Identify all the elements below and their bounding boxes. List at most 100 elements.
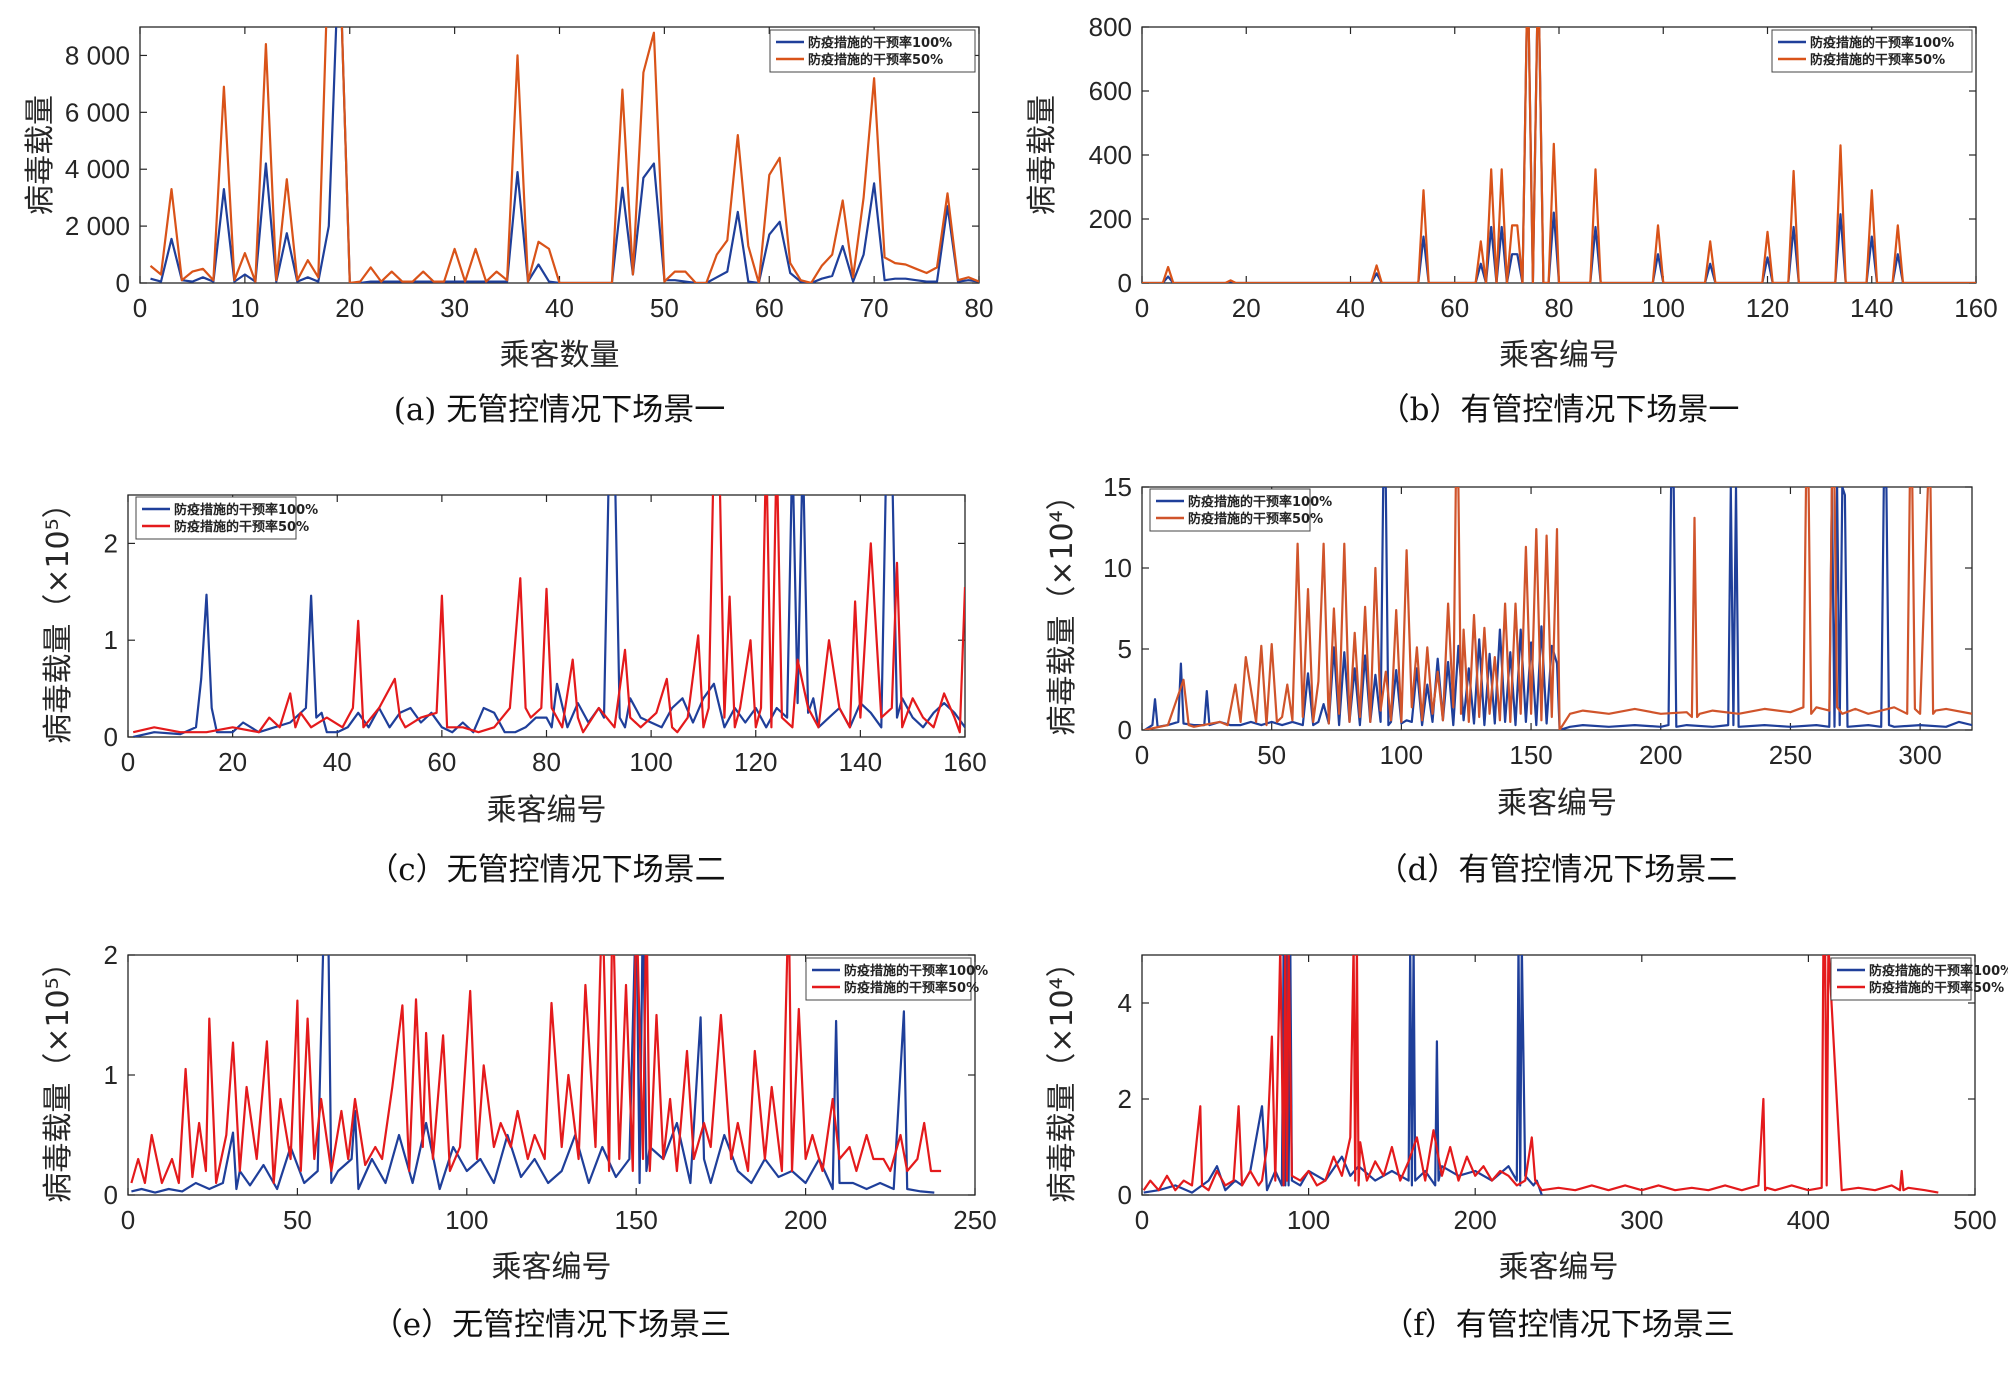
panel-caption: （c）无管控情况下场景二 (367, 852, 725, 888)
x-tick-label: 200 (784, 1205, 827, 1235)
y-tick-label: 2 000 (65, 211, 130, 241)
legend: 防疫措施的干预率100%防疫措施的干预率50% (135, 496, 318, 540)
legend-label: 防疫措施的干预率50% (1188, 511, 1323, 527)
legend-label: 防疫措施的干预率100% (174, 502, 318, 518)
x-tick-label: 100 (1380, 740, 1423, 770)
y-tick-label: 2 (104, 940, 118, 970)
legend-label: 防疫措施的干预率50% (174, 519, 309, 535)
x-tick-label: 80 (1545, 293, 1574, 323)
y-axis-label: 病毒载量（×10⁵） (41, 947, 76, 1202)
x-tick-label: 60 (1440, 293, 1469, 323)
chart-panel-a: 0 10 20 30 40 50 60 70 80 0 2 000 4 000 6 000 8 000 乘客… (23, 26, 994, 428)
y-tick-label: 0 (1118, 1180, 1132, 1210)
x-tick-label: 70 (860, 293, 889, 323)
x-tick-label: 60 (427, 747, 456, 777)
y-tick-label: 4 000 (65, 154, 130, 184)
y-tick-label: 1 (104, 1060, 118, 1090)
legend-label: 防疫措施的干预率100% (808, 35, 952, 51)
legend-label: 防疫措施的干预率50% (1869, 980, 2004, 996)
chart-panel-c: 0 20 40 60 80 100 120 140 160 0 1 2 乘客编号 病毒载量（×10⁵） 防疫… (41, 488, 987, 888)
x-tick-label: 140 (839, 747, 882, 777)
x-tick-label: 80 (965, 293, 994, 323)
x-tick-label: 200 (1639, 740, 1682, 770)
series-line-intervention-100 (1143, 955, 1543, 1195)
y-tick-label: 10 (1103, 553, 1132, 583)
x-tick-label: 50 (650, 293, 679, 323)
x-tick-label: 250 (1769, 740, 1812, 770)
plot-frame (1141, 954, 1976, 1196)
x-tick-label: 30 (440, 293, 469, 323)
x-tick-label: 250 (953, 1205, 996, 1235)
x-tick-label: 100 (1287, 1205, 1330, 1235)
series-line-intervention-50 (149, 27, 979, 283)
x-tick-label: 400 (1787, 1205, 1830, 1235)
series-line-intervention-100 (150, 27, 979, 283)
legend-label: 防疫措施的干预率100% (1810, 35, 1954, 51)
chart-panel-f: 0 100 200 300 400 500 0 2 4 乘客编号 病毒载量（×10⁴） 防疫措施的干预… (1045, 947, 2008, 1343)
legend-label: 防疫措施的干预率50% (1810, 52, 1945, 68)
y-tick-label: 0 (104, 1180, 118, 1210)
y-tick-label: 2 (1118, 1084, 1132, 1114)
series-line-intervention-50 (1144, 487, 1972, 730)
panel-caption: （b）有管控情况下场景一 (1379, 392, 1740, 428)
x-tick-label: 150 (1509, 740, 1552, 770)
x-tick-label: 60 (755, 293, 784, 323)
x-axis-label: 乘客编号 (492, 1250, 612, 1285)
chart-panel-e: 0 50 100 150 200 250 0 1 2 乘客编号 病毒载量（×10⁵） 防疫措施的干预率… (41, 940, 997, 1343)
y-tick-label: 2 (104, 528, 118, 558)
series-line-intervention-100 (1144, 487, 1972, 730)
legend-label: 防疫措施的干预率100% (1869, 963, 2008, 979)
x-tick-label: 20 (1232, 293, 1261, 323)
legend-label: 防疫措施的干预率50% (844, 980, 979, 996)
y-tick-label: 8 000 (65, 40, 130, 70)
y-axis-label: 病毒载量（×10⁴） (1045, 947, 1080, 1202)
y-tick-label: 1 (104, 625, 118, 655)
x-tick-label: 300 (1620, 1205, 1663, 1235)
y-tick-label: 15 (1103, 472, 1132, 502)
x-tick-label: 100 (629, 747, 672, 777)
y-tick-label: 600 (1089, 76, 1132, 106)
panel-caption: （d）有管控情况下场景二 (1377, 852, 1738, 888)
y-tick-label: 800 (1089, 12, 1132, 42)
legend-label: 防疫措施的干预率100% (1188, 494, 1332, 510)
y-tick-label: 4 (1118, 988, 1132, 1018)
x-axis-label: 乘客编号 (1499, 338, 1619, 373)
panel-caption: （f）有管控情况下场景三 (1382, 1307, 1734, 1343)
legend-box (1830, 957, 1972, 1001)
x-tick-label: 20 (218, 747, 247, 777)
series-line-intervention-50 (1142, 955, 1939, 1194)
x-axis-label: 乘客编号 (487, 793, 607, 828)
legend-label: 防疫措施的干预率50% (808, 52, 943, 68)
y-axis-label: 病毒载量（×10⁵） (41, 488, 76, 743)
legend: 防疫措施的干预率100%防疫措施的干预率50% (1771, 29, 1973, 73)
x-tick-label: 120 (734, 747, 777, 777)
x-tick-label: 200 (1454, 1205, 1497, 1235)
x-tick-label: 40 (323, 747, 352, 777)
x-tick-label: 160 (1954, 293, 1997, 323)
x-tick-label: 100 (445, 1205, 488, 1235)
y-tick-label: 400 (1089, 140, 1132, 170)
y-tick-label: 0 (1118, 715, 1132, 745)
x-axis-label: 乘客编号 (1499, 1250, 1619, 1285)
chart-panel-b: 0 20 40 60 80 100 120 140 160 0 200 400 600 800 乘客编号 病毒… (1025, 12, 1998, 428)
x-tick-label: 40 (1336, 293, 1365, 323)
y-tick-label: 200 (1089, 204, 1132, 234)
x-axis-label: 乘客编号 (1497, 786, 1617, 821)
x-tick-label: 150 (615, 1205, 658, 1235)
x-tick-label: 0 (133, 293, 147, 323)
x-tick-label: 0 (121, 1205, 135, 1235)
x-tick-label: 20 (335, 293, 364, 323)
y-tick-label: 0 (104, 722, 118, 752)
x-tick-label: 0 (121, 747, 135, 777)
series-line-intervention-100 (131, 955, 935, 1194)
legend: 防疫措施的干预率100%防疫措施的干预率50% (769, 29, 976, 73)
legend: 防疫措施的干预率100%防疫措施的干预率50% (1149, 488, 1332, 532)
legend-box (769, 29, 976, 73)
series-line-intervention-50 (130, 955, 942, 1185)
legend-box (805, 957, 972, 1001)
y-tick-label: 0 (116, 268, 130, 298)
series-line-intervention-50 (132, 495, 965, 734)
y-axis-label: 病毒载量 (1025, 95, 1060, 215)
x-tick-label: 300 (1898, 740, 1941, 770)
